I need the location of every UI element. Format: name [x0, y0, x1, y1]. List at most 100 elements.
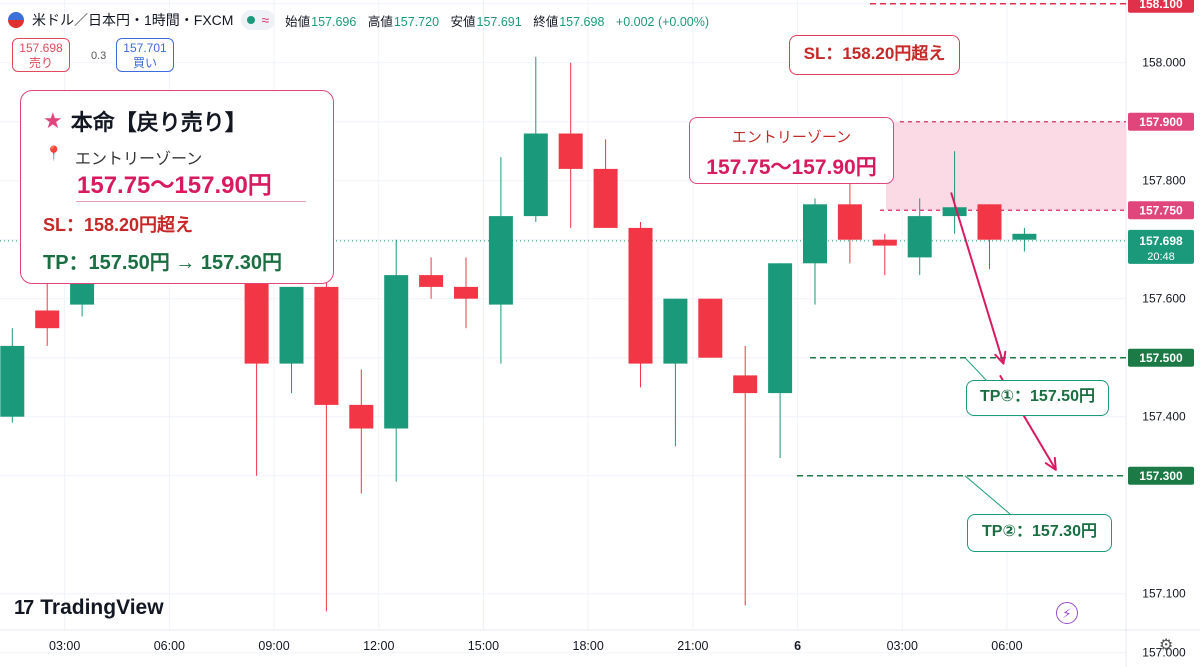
candle-body: [35, 310, 60, 329]
price-change: +0.002 (+0.00%): [615, 14, 710, 29]
market-open-dot-icon: [247, 16, 256, 24]
candle-body: [663, 298, 688, 364]
price-tag-tp1: 157.500: [1139, 351, 1183, 365]
card-title: ★ 本命【戻り売り】: [43, 105, 247, 137]
move-arrow-head: [994, 350, 1007, 365]
x-tick-label: 21:00: [677, 639, 708, 653]
y-tick-label: 157.600: [1142, 292, 1186, 306]
card-title-text: 本命【戻り売り】: [70, 110, 247, 135]
x-tick-label: 06:00: [154, 639, 185, 653]
usd-jpy-flag-icon: [8, 12, 24, 28]
symbol-title[interactable]: 米ドル／日本円・1時間・FXCM: [32, 12, 234, 28]
move-arrow-line: [950, 192, 1005, 364]
candle-body: [907, 216, 932, 258]
chart-header: 米ドル／日本円・1時間・FXCM ≈ 始値157.696 高値157.720 安…: [8, 8, 717, 32]
current-price-tag-bg: [1128, 229, 1194, 264]
tp1-callout: TP①：157.50円: [966, 380, 1109, 416]
entry-zone: [886, 121, 1126, 211]
candle-body: [942, 207, 967, 217]
ohlc-open-value: 157.696: [311, 14, 357, 29]
ohlc-high-label: 高値: [367, 14, 393, 29]
star-icon: ★: [43, 108, 63, 133]
ohlc-low-value: 157.691: [476, 14, 522, 29]
tradingview-logo-icon: 17: [14, 596, 34, 619]
candle-body: [349, 404, 374, 429]
price-tag-bg-tp1: [1128, 348, 1194, 367]
price-tag-tp2: 157.300: [1139, 469, 1183, 483]
candle-body: [803, 204, 827, 264]
tp2-callout: TP②：157.30円: [967, 514, 1112, 552]
price-tag-bg-tp2: [1128, 466, 1194, 485]
y-tick-label: 157.800: [1142, 174, 1186, 188]
card-entry-range: 157.75〜157.90円: [77, 172, 272, 199]
entry-callout-range: 157.75〜157.90円: [706, 156, 877, 179]
current-price-tag: 157.698: [1139, 234, 1183, 248]
price-tag-bg-zone-bottom: [1128, 201, 1194, 220]
y-tick-label: 157.000: [1142, 646, 1186, 660]
x-tick-label: 12:00: [363, 639, 394, 653]
candle-body: [733, 375, 758, 394]
candle-body: [977, 204, 1002, 240]
entry-zone-callout: エントリーゾーン 157.75〜157.90円: [689, 117, 894, 184]
price-tag-bg-sl: [1128, 0, 1194, 13]
trade-plan-card: ★ 本命【戻り売り】 📍 エントリーゾーン 157.75〜157.90円 SL：…: [20, 90, 334, 284]
card-take-profit: TP：157.50円 → 157.30円: [43, 252, 283, 274]
candle-body: [314, 286, 339, 405]
x-tick-label: 09:00: [258, 639, 289, 653]
spread-value: 0.3: [91, 50, 107, 62]
stop-loss-callout: SL：158.20円超え: [789, 35, 960, 75]
tradingview-logo-text: TradingView: [40, 596, 164, 619]
buy-button[interactable]: 157.701 買い: [116, 38, 174, 72]
candle-body: [454, 286, 478, 299]
price-tag-bg-zone-top: [1128, 112, 1194, 131]
price-tag-zone-bottom: 157.750: [1139, 204, 1183, 218]
candle-body: [872, 239, 897, 246]
candle-body: [837, 204, 862, 240]
candle-body: [628, 227, 653, 364]
candle-body: [593, 168, 618, 228]
candle-body: [558, 133, 583, 169]
tradingview-logo[interactable]: 17 TradingView: [14, 596, 164, 620]
price-tag-zone-top: 157.900: [1139, 115, 1183, 129]
bolt-icon[interactable]: ⚡: [1056, 602, 1078, 624]
x-tick-label: 18:00: [573, 639, 604, 653]
candle-body: [768, 263, 793, 394]
replay-wave-icon: ≈: [261, 12, 270, 28]
x-tick-label: 6: [794, 639, 801, 653]
y-tick-label: 157.100: [1142, 587, 1186, 601]
ohlc-open-label: 始値: [285, 14, 311, 29]
candle-body: [0, 345, 25, 417]
ohlc-low-label: 安値: [450, 14, 476, 29]
candle-body: [384, 275, 409, 429]
sell-price: 157.698: [19, 41, 63, 55]
current-time-tag: 20:48: [1147, 251, 1175, 263]
buy-price: 157.701: [123, 41, 167, 55]
candle-body: [698, 298, 723, 358]
tp2-callout-connector: [964, 475, 1011, 515]
candle-body: [488, 216, 513, 305]
x-tick-label: 15:00: [468, 639, 499, 653]
map-pin-icon: 📍: [45, 145, 63, 161]
card-divider: [76, 201, 306, 202]
gear-icon[interactable]: ⚙: [1159, 637, 1174, 654]
price-tag-sl: 158.100: [1139, 0, 1183, 11]
market-status-pill[interactable]: ≈: [241, 10, 276, 30]
x-tick-label: 03:00: [887, 639, 918, 653]
ohlc-high-value: 157.720: [393, 14, 440, 29]
x-tick-label: 06:00: [991, 639, 1022, 653]
buy-label: 買い: [132, 56, 157, 70]
candle-body: [523, 133, 548, 217]
card-entry-label: エントリーゾーン: [75, 151, 203, 168]
sell-button[interactable]: 157.698 売り: [12, 38, 70, 72]
candle-body: [419, 275, 444, 287]
entry-callout-label: エントリーゾーン: [731, 129, 852, 146]
ohlc-close-value: 157.698: [559, 14, 605, 29]
candle-body: [279, 286, 304, 364]
y-tick-label: 157.400: [1142, 410, 1186, 424]
card-stop-loss: SL：158.20円超え: [43, 215, 194, 235]
x-tick-label: 03:00: [49, 639, 80, 653]
candle-body: [1012, 233, 1037, 240]
ohlc-close-label: 終値: [533, 14, 559, 29]
sell-label: 売り: [28, 56, 53, 70]
